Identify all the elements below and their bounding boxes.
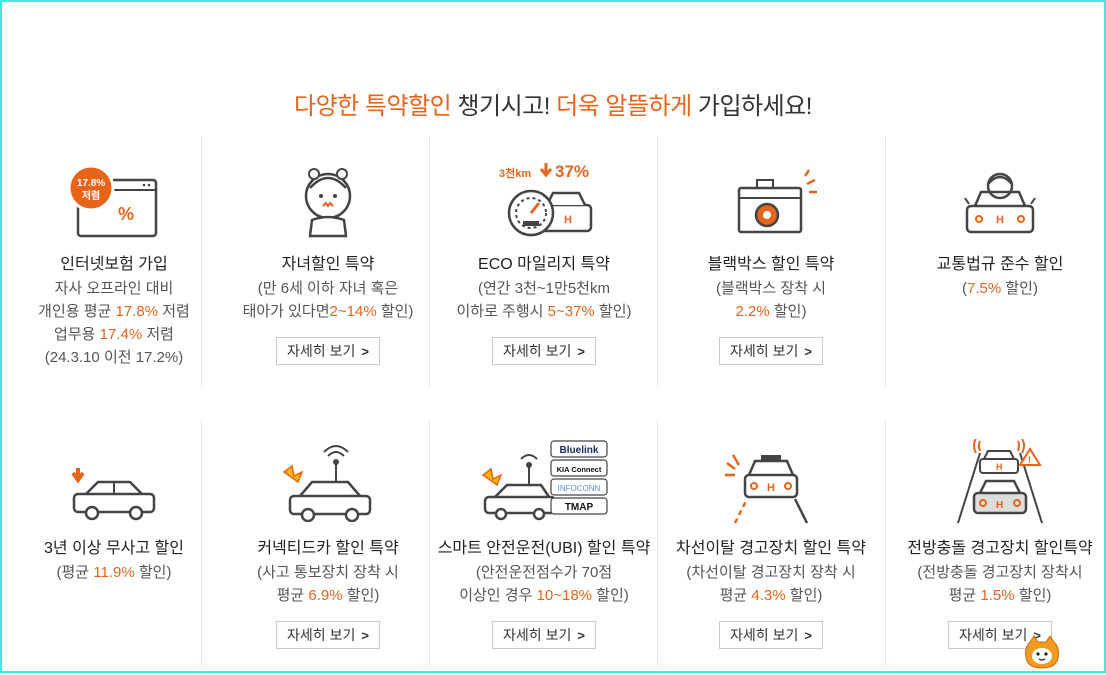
driver-car-icon: H (886, 148, 1106, 248)
headline-text-1: 챙기시고! (451, 93, 557, 120)
card-forward-collision: H ! H 전방충돌 경고장치 할인특약 (전방충돌 경고장치 장착시 평균 1… (886, 432, 1106, 649)
chevron-right-icon: > (804, 343, 812, 359)
svg-text:Bluelink: Bluelink (560, 445, 599, 456)
card-title: 블랙박스 할인 특약 (707, 256, 835, 273)
svg-text:H: H (996, 462, 1003, 472)
divider (429, 420, 430, 665)
svg-text:TMAP: TMAP (565, 502, 594, 513)
detail-button[interactable]: 자세히 보기 > (492, 337, 596, 365)
detail-button[interactable]: 자세히 보기 > (719, 621, 823, 649)
svg-text:저렴: 저렴 (82, 189, 100, 202)
card-no-accident: 3년 이상 무사고 할인 (평균 11.9% 할인) (0, 432, 228, 584)
card-smart-ubi: Bluelink KIA Connect INFOCONN TMAP 스마트 안… (430, 432, 658, 649)
card-title: 차선이탈 경고장치 할인 특약 (676, 540, 866, 557)
card-eco-mileage: 3천km 37% H ECO 마일리지 특약 (연간 3천~1만5천km 이하로… (430, 148, 658, 365)
card-title: ECO 마일리지 특약 (478, 256, 610, 273)
forward-collision-icon: H ! H (886, 432, 1106, 532)
card-internet-insurance: % 17.8% 저렴 인터넷보험 가입 자사 오프라인 대비 개인용 평균 17… (0, 148, 228, 369)
svg-text:%: % (118, 204, 134, 224)
svg-text:INFOCONN: INFOCONN (558, 484, 601, 493)
card-blackbox: 블랙박스 할인 특약 (블랙박스 장착 시 2.2% 할인) 자세히 보기 > (657, 148, 885, 365)
card-lane-departure: H 차선이탈 경고장치 할인 특약 (차선이탈 경고장치 장착 시 평균 4.3… (657, 432, 885, 649)
chevron-right-icon: > (577, 627, 585, 643)
card-title: 인터넷보험 가입 (60, 256, 168, 273)
divider (201, 137, 202, 387)
divider (429, 137, 430, 387)
card-title: 커넥티드카 할인 특약 (257, 540, 399, 557)
card-connected-car: 커넥티드카 할인 특약 (사고 통보장치 장착 시 평균 6.9% 할인) 자세… (214, 432, 442, 649)
svg-text:37%: 37% (555, 162, 589, 181)
card-desc: (안전운전점수가 70점 이상인 경우 10~18% 할인) (459, 564, 629, 604)
card-desc: (사고 통보장치 장착 시 평균 6.9% 할인) (257, 564, 399, 604)
card-desc: (블랙박스 장착 시 2.2% 할인) (716, 280, 826, 320)
divider (885, 420, 886, 665)
svg-text:H: H (996, 500, 1003, 511)
detail-button[interactable]: 자세히 보기 > (719, 337, 823, 365)
connected-car-icon (214, 432, 442, 532)
svg-text:H: H (996, 214, 1004, 226)
card-desc: 자사 오프라인 대비 개인용 평균 17.8% 저렴 업무용 17.4% 저렴 … (38, 280, 190, 366)
card-desc: (전방충돌 경고장치 장착시 평균 1.5% 할인) (917, 564, 1083, 604)
card-desc: (평균 11.9% 할인) (56, 564, 172, 581)
page-headline: 다양한 특약할인 챙기시고! 더욱 알뜰하게 가입하세요! (0, 86, 1106, 121)
divider (657, 137, 658, 387)
card-desc: (연간 3천~1만5천km 이하로 주행시 5~37% 할인) (456, 280, 632, 320)
chevron-right-icon: > (1033, 627, 1041, 643)
card-title: 전방충돌 경고장치 할인특약 (907, 540, 1093, 557)
card-traffic-law: H 교통법규 준수 할인 (7.5% 할인) (886, 148, 1106, 300)
divider (885, 137, 886, 387)
chevron-right-icon: > (804, 627, 812, 643)
svg-text:17.8%: 17.8% (77, 178, 105, 189)
card-child-discount: 자녀할인 특약 (만 6세 이하 자녀 혹은 태아가 있다면2~14% 할인) … (214, 148, 442, 365)
headline-text-2: 가입하세요! (691, 93, 813, 120)
svg-text:!: ! (1028, 455, 1031, 465)
card-desc: (7.5% 할인) (962, 280, 1038, 297)
chevron-right-icon: > (577, 343, 585, 359)
card-title: 스마트 안전운전(UBI) 할인 특약 (437, 540, 651, 557)
card-desc: (차선이탈 경고장치 장착 시 평균 4.3% 할인) (686, 564, 856, 604)
headline-accent-2: 더욱 알뜰하게 (556, 93, 692, 120)
svg-text:KIA Connect: KIA Connect (557, 465, 602, 474)
divider (201, 420, 202, 665)
detail-button[interactable]: 자세히 보기 > (276, 621, 380, 649)
detail-button[interactable]: 자세히 보기 > (948, 621, 1052, 649)
card-title: 3년 이상 무사고 할인 (44, 540, 184, 557)
lane-departure-icon: H (657, 432, 885, 532)
chevron-right-icon: > (361, 627, 369, 643)
detail-button[interactable]: 자세히 보기 > (492, 621, 596, 649)
card-title: 교통법규 준수 할인 (936, 256, 1064, 273)
blackbox-icon (657, 148, 885, 248)
svg-text:3천km: 3천km (499, 166, 531, 180)
mascot-chat-icon[interactable] (1022, 634, 1062, 670)
ubi-car-icon: Bluelink KIA Connect INFOCONN TMAP (430, 432, 658, 532)
monitor-percent-icon: % 17.8% 저렴 (0, 148, 228, 248)
chevron-right-icon: > (361, 343, 369, 359)
card-desc: (만 6세 이하 자녀 혹은 태아가 있다면2~14% 할인) (242, 280, 414, 320)
headline-accent-1: 다양한 특약할인 (294, 93, 452, 120)
car-down-arrow-icon (0, 432, 228, 532)
svg-text:H: H (564, 214, 572, 226)
eco-car-gauge-icon: 3천km 37% H (430, 148, 658, 248)
svg-text:H: H (767, 482, 775, 494)
card-title: 자녀할인 특약 (281, 256, 375, 273)
divider (657, 420, 658, 665)
detail-button[interactable]: 자세히 보기 > (276, 337, 380, 365)
child-icon (214, 148, 442, 248)
